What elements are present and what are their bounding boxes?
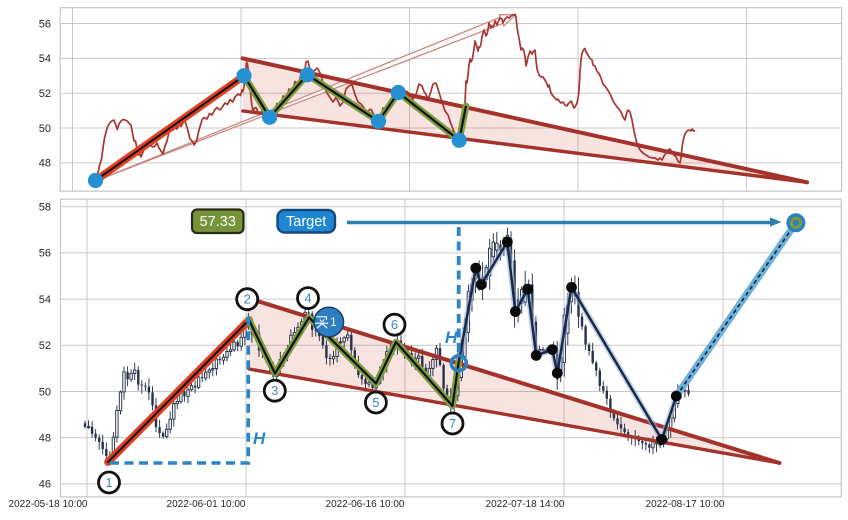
svg-text:56: 56 bbox=[39, 248, 51, 260]
svg-text:58: 58 bbox=[39, 202, 51, 214]
svg-text:H: H bbox=[445, 328, 458, 347]
svg-text:2: 2 bbox=[244, 292, 251, 307]
svg-text:56: 56 bbox=[39, 18, 51, 30]
svg-text:54: 54 bbox=[39, 294, 51, 306]
svg-text:6: 6 bbox=[391, 317, 398, 332]
svg-text:2022-06-16 10:00: 2022-06-16 10:00 bbox=[326, 499, 405, 510]
svg-text:54: 54 bbox=[39, 53, 51, 65]
svg-text:1: 1 bbox=[330, 317, 336, 329]
svg-text:50: 50 bbox=[39, 123, 51, 135]
svg-text:2022-05-18 10:00: 2022-05-18 10:00 bbox=[9, 499, 88, 510]
svg-text:1: 1 bbox=[105, 475, 112, 490]
svg-text:4: 4 bbox=[304, 291, 311, 306]
svg-text:52: 52 bbox=[39, 340, 51, 352]
svg-text:7: 7 bbox=[449, 416, 456, 431]
svg-text:46: 46 bbox=[39, 479, 51, 491]
svg-text:57.33: 57.33 bbox=[200, 214, 236, 230]
svg-text:H: H bbox=[253, 429, 266, 448]
svg-text:3: 3 bbox=[271, 383, 278, 398]
svg-text:2022-06-01 10:00: 2022-06-01 10:00 bbox=[167, 499, 246, 510]
svg-text:52: 52 bbox=[39, 88, 51, 100]
svg-text:2022-07-18 14:00: 2022-07-18 14:00 bbox=[486, 499, 565, 510]
svg-text:Target: Target bbox=[286, 214, 326, 230]
svg-text:48: 48 bbox=[39, 158, 51, 170]
svg-text:48: 48 bbox=[39, 433, 51, 445]
svg-text:50: 50 bbox=[39, 386, 51, 398]
svg-text:5: 5 bbox=[372, 395, 379, 410]
svg-text:2022-08-17 10:00: 2022-08-17 10:00 bbox=[646, 499, 725, 510]
